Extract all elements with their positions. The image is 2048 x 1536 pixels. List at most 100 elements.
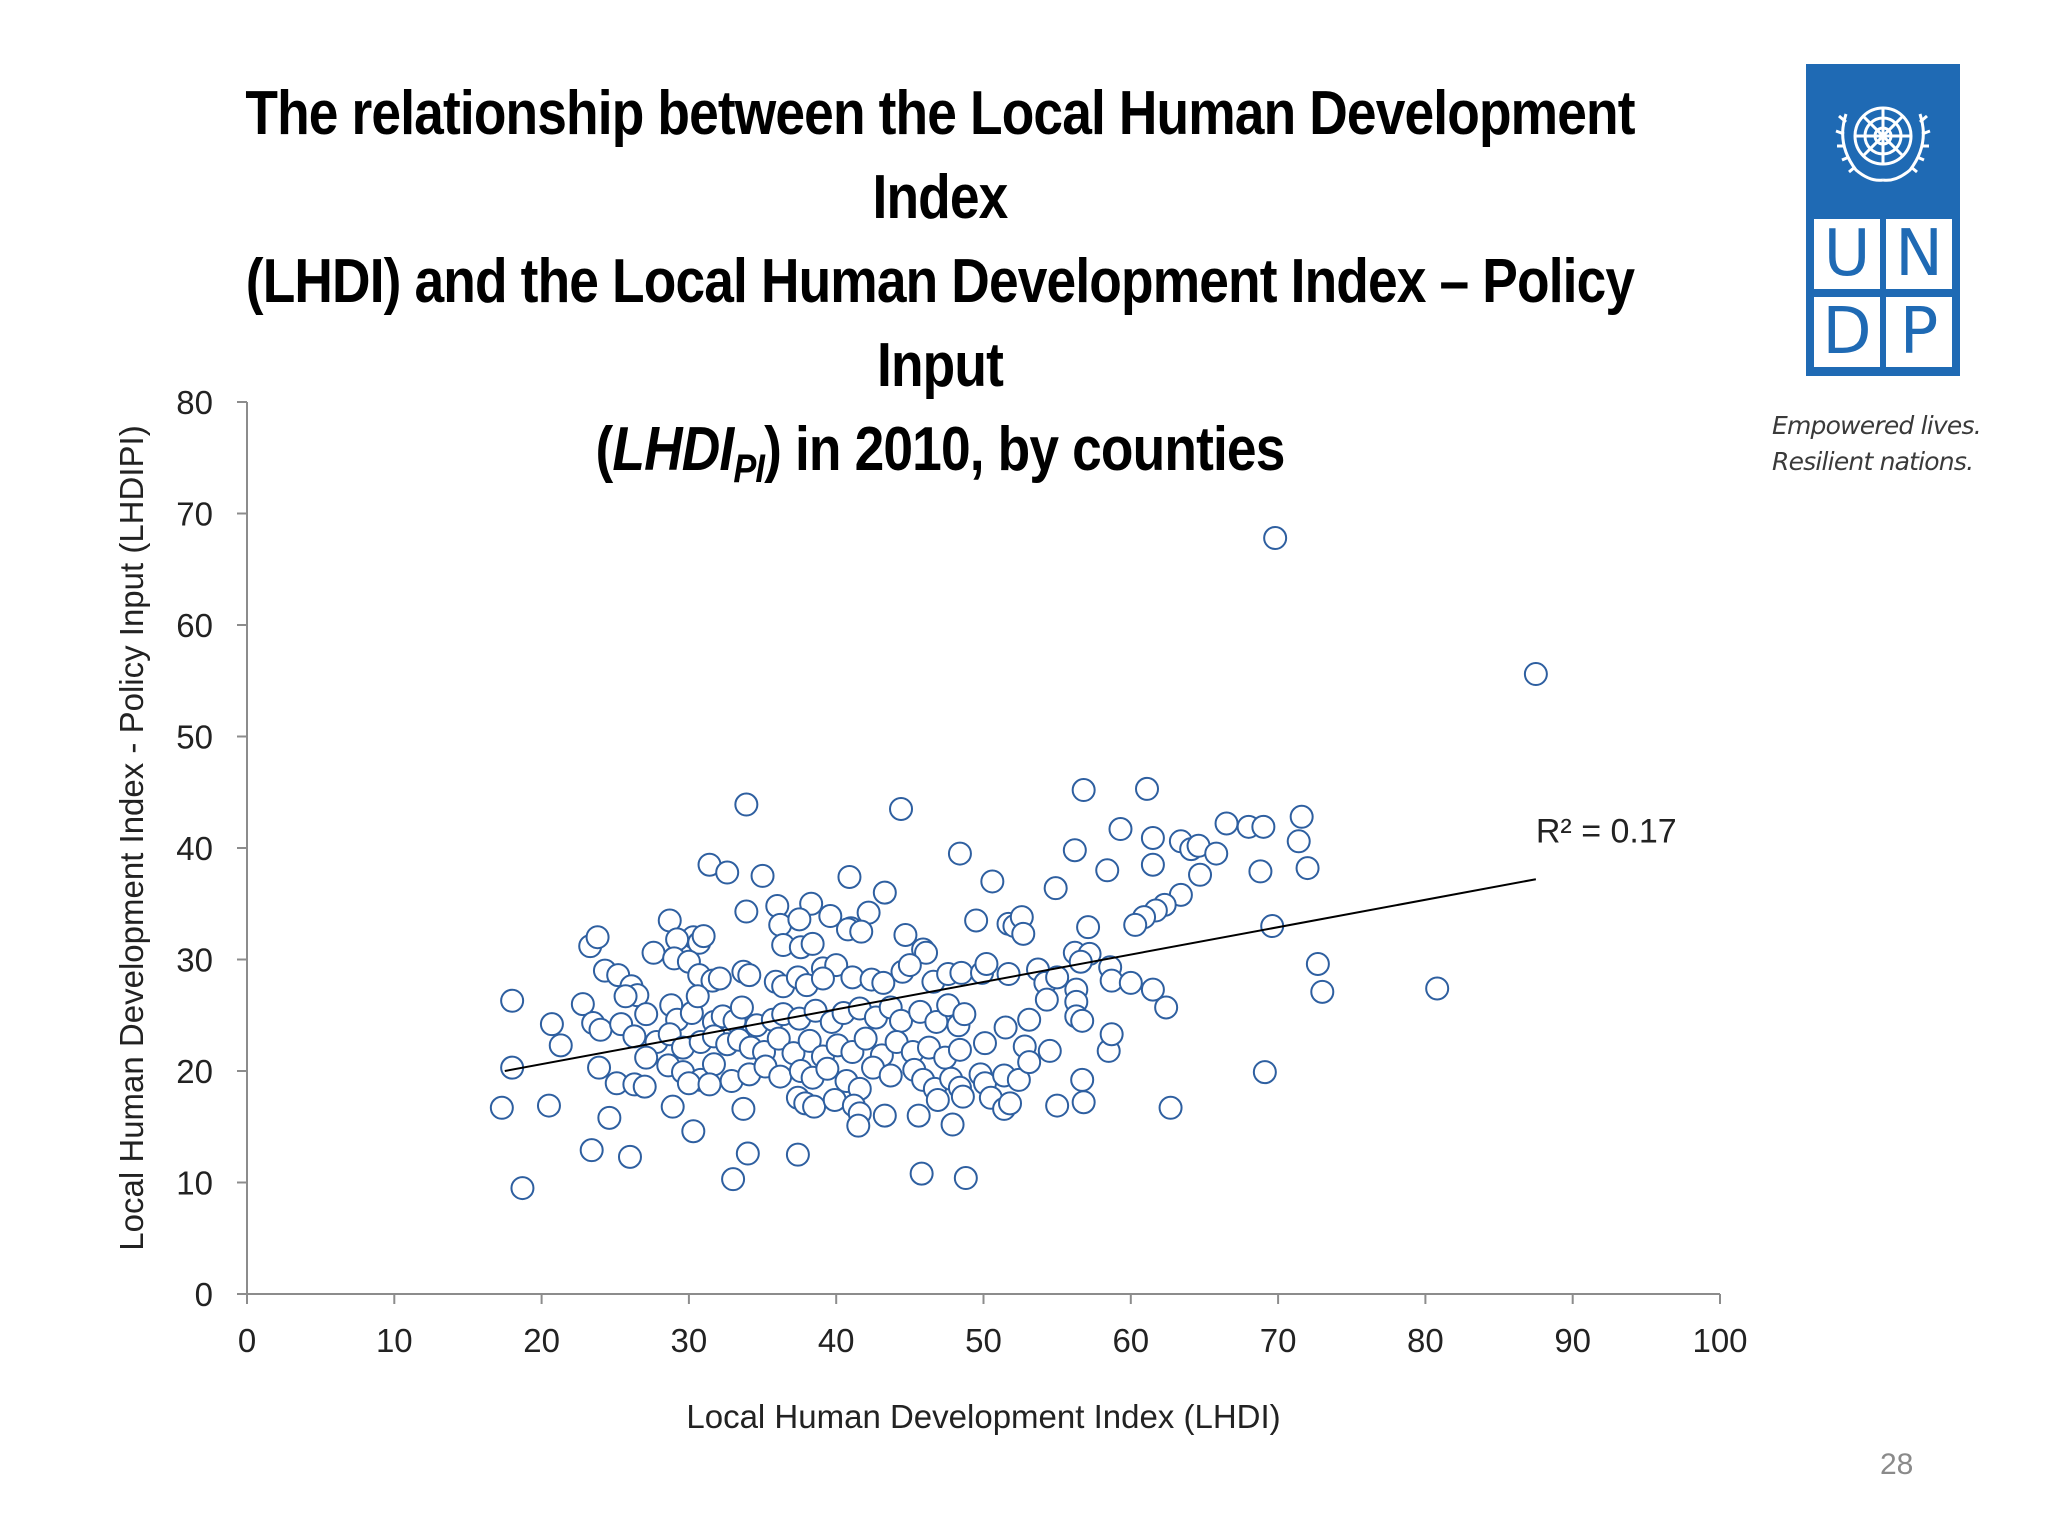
undp-logo-box: U N D P — [1806, 64, 1960, 376]
trendline-line — [504, 878, 1537, 1072]
data-point — [940, 1112, 965, 1137]
data-point — [947, 1037, 972, 1062]
data-point — [735, 1141, 760, 1166]
data-point — [953, 1166, 978, 1191]
data-point — [1034, 987, 1059, 1012]
y-tick-label: 50 — [176, 719, 213, 756]
data-point — [734, 792, 759, 817]
trendline — [504, 878, 1537, 1072]
data-point — [787, 907, 812, 932]
data-point — [632, 1074, 657, 1099]
data-point — [622, 1024, 647, 1049]
data-point — [974, 951, 999, 976]
logo-letter-d: D — [1814, 297, 1880, 367]
data-point — [800, 931, 825, 956]
x-tick-label: 70 — [1260, 1322, 1297, 1359]
data-point — [500, 988, 525, 1013]
data-point — [587, 1055, 612, 1080]
data-point — [634, 1045, 659, 1070]
data-point — [889, 796, 914, 821]
data-point — [893, 922, 918, 947]
logo-tagline: Empowered lives. Resilient nations. — [1772, 408, 2002, 480]
title-lhdi-subscript: PI — [733, 447, 765, 491]
data-point — [785, 1142, 810, 1167]
data-point — [660, 1094, 685, 1119]
data-point — [993, 1015, 1018, 1040]
data-point — [697, 1072, 722, 1097]
data-point — [949, 960, 974, 985]
x-tick-label: 100 — [1692, 1322, 1747, 1359]
x-tick-label: 20 — [523, 1322, 560, 1359]
data-point — [846, 1113, 871, 1138]
data-point — [1263, 526, 1288, 551]
r-squared-label: R² = 0.17 — [1536, 812, 1677, 850]
data-point — [1289, 804, 1314, 829]
title-line-1: The relationship between the Local Human… — [245, 79, 1635, 232]
x-tick-label: 30 — [671, 1322, 708, 1359]
data-point — [998, 1091, 1023, 1116]
data-point — [588, 1017, 613, 1042]
x-tick-label: 90 — [1554, 1322, 1591, 1359]
data-point — [871, 970, 896, 995]
x-axis-title: Local Human Development Index (LHDI) — [686, 1398, 1280, 1435]
data-point — [1017, 1007, 1042, 1032]
data-point — [1523, 662, 1548, 687]
data-point — [906, 1103, 931, 1128]
data-point — [818, 904, 843, 929]
data-point — [872, 880, 897, 905]
data-point — [681, 1119, 706, 1144]
data-point — [570, 992, 595, 1017]
page-number: 28 — [1880, 1448, 1914, 1481]
data-point — [536, 1093, 561, 1118]
data-point — [1037, 1038, 1062, 1063]
data-point — [849, 919, 874, 944]
tagline-line-1: Empowered lives. — [1772, 411, 1982, 440]
data-point — [802, 1094, 827, 1119]
data-point — [597, 1105, 622, 1130]
title-line-2: (LHDI) and the Local Human Development I… — [245, 247, 1635, 400]
data-point — [1076, 915, 1101, 940]
data-point — [634, 1002, 659, 1027]
data-point — [585, 925, 610, 950]
data-point — [1140, 977, 1165, 1002]
undp-logo: U N D P — [1800, 64, 1960, 380]
y-tick-label: 10 — [176, 1165, 213, 1202]
data-point — [1158, 1095, 1183, 1120]
data-point — [872, 1103, 897, 1128]
data-point — [837, 864, 862, 889]
data-point — [613, 984, 638, 1009]
data-point — [797, 1028, 822, 1053]
axes: 0 10 20 30 40 50 60 70 80 0 10 20 30 40 50 60 70 80 90 100 — [176, 384, 1747, 1359]
data-point — [641, 940, 666, 965]
data-point — [815, 1056, 840, 1081]
data-point — [1252, 1060, 1277, 1085]
data-point — [1425, 976, 1450, 1001]
data-point — [1295, 856, 1320, 881]
data-point — [721, 1167, 746, 1192]
data-point — [996, 961, 1021, 986]
data-point — [1188, 862, 1213, 887]
data-point — [1135, 776, 1160, 801]
data-point — [1108, 817, 1133, 842]
data-point — [810, 966, 835, 991]
data-point — [1248, 859, 1273, 884]
slide-title: The relationship between the Local Human… — [209, 72, 1671, 492]
data-point — [1305, 951, 1330, 976]
data-point — [1140, 852, 1165, 877]
title-line-3-rest: ) in 2010, by counties — [764, 415, 1285, 484]
data-point — [768, 1064, 793, 1089]
data-point — [731, 1096, 756, 1121]
data-point — [1099, 1022, 1124, 1047]
data-point — [897, 953, 922, 978]
x-tick-label: 0 — [238, 1322, 256, 1359]
data-point — [548, 1033, 573, 1058]
y-tick-label: 40 — [176, 830, 213, 867]
data-point — [685, 984, 710, 1009]
logo-letter-n: N — [1886, 219, 1952, 289]
data-point — [1204, 841, 1229, 866]
x-tick-label: 10 — [376, 1322, 413, 1359]
data-point — [729, 995, 754, 1020]
data-point — [964, 908, 989, 933]
data-point — [489, 1095, 514, 1120]
